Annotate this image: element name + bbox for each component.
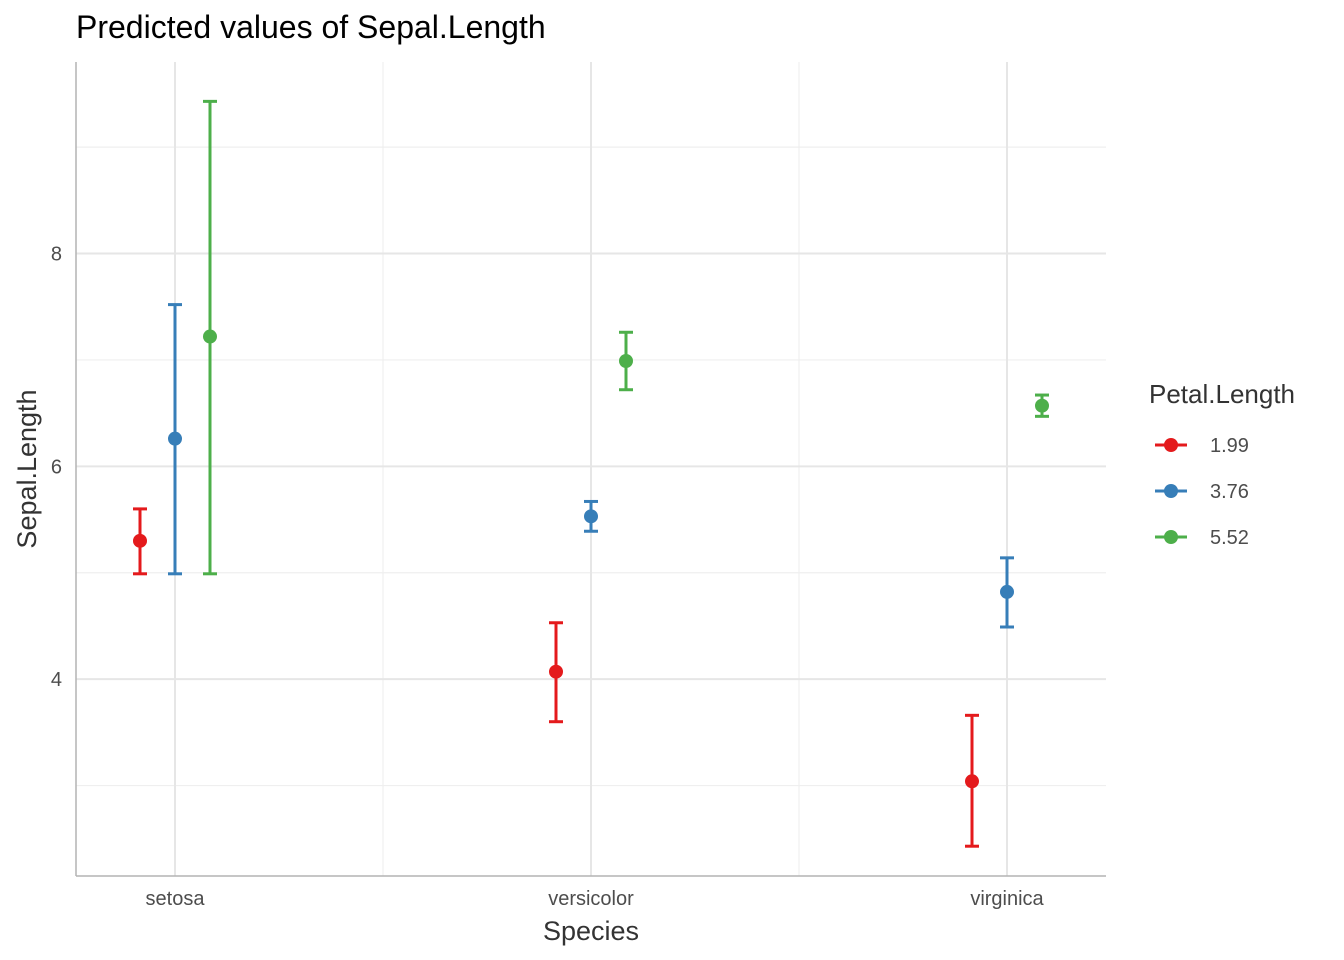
legend-key-point [1164, 438, 1178, 452]
data-point [619, 353, 633, 368]
data-point [965, 774, 979, 789]
legend-label: 3.76 [1210, 481, 1249, 503]
y-tick-label: 6 [51, 456, 62, 478]
series-0 [133, 507, 979, 848]
y-tick-label: 4 [51, 669, 62, 691]
y-tick-label: 8 [51, 244, 62, 266]
y-axis-title: Sepal.Length [12, 389, 42, 548]
marks [133, 99, 1049, 848]
data-point [549, 664, 563, 679]
legend-title: Petal.Length [1149, 379, 1295, 409]
data-point [133, 533, 147, 548]
data-point [1000, 584, 1014, 599]
grid [76, 62, 1106, 876]
legend-label: 5.52 [1210, 527, 1249, 549]
x-tick-label: versicolor [548, 888, 634, 910]
data-point [1035, 398, 1049, 413]
series-2 [203, 99, 1049, 576]
x-axis-title: Species [543, 916, 639, 946]
axes: 4 6 8 setosa versicolor virginica [51, 62, 1106, 910]
data-point [168, 431, 182, 446]
chart-title: Predicted values of Sepal.Length [76, 9, 546, 45]
data-point [203, 329, 217, 344]
data-point [584, 509, 598, 524]
series-1 [168, 303, 1014, 629]
legend-label: 1.99 [1210, 435, 1249, 457]
legend: Petal.Length 1.99 3.76 5.52 [1149, 379, 1295, 549]
legend-key-point [1164, 530, 1178, 544]
x-tick-label: virginica [970, 888, 1044, 910]
x-tick-label: setosa [146, 888, 206, 910]
legend-key-point [1164, 484, 1178, 498]
